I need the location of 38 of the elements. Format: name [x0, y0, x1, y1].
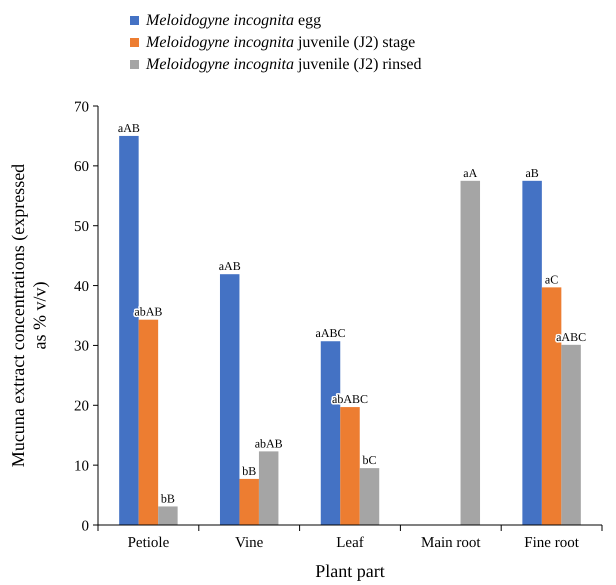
bar	[220, 274, 240, 525]
y-tick-label: 40	[74, 278, 89, 295]
bar	[258, 451, 278, 525]
data-label: aC	[544, 272, 558, 286]
y-tick-label: 10	[74, 458, 89, 474]
bar	[360, 468, 380, 525]
data-label: aA	[463, 166, 478, 180]
x-tick-label: Petiole	[128, 535, 170, 551]
x-tick-label: Leaf	[336, 535, 364, 551]
bar	[522, 180, 542, 525]
data-label: aAB	[118, 120, 140, 135]
bar	[158, 506, 178, 525]
x-tick-label: Fine root	[524, 535, 580, 551]
y-tick-label: 70	[74, 99, 89, 116]
y-axis-title: Mucuna extract concentrations (expressed as % v/v)	[8, 164, 50, 468]
y-tick-label: 30	[74, 338, 89, 355]
bar	[239, 478, 259, 525]
data-label: bC	[362, 453, 376, 468]
x-axis-title: Plant part	[315, 561, 385, 581]
bar	[340, 407, 360, 525]
y-tick-label: 50	[74, 218, 89, 235]
bar	[138, 320, 158, 525]
y-tick-label: 0	[82, 518, 89, 534]
x-tick-label: Main root	[421, 535, 482, 551]
legend-label: Meloidogyne incognita egg	[145, 12, 322, 29]
y-tick-label: 60	[74, 159, 89, 176]
bar	[561, 344, 581, 525]
legend-label: Meloidogyne incognita juvenile (J2) rinsed	[145, 56, 422, 73]
legend-label: Meloidogyne incognita juvenile (J2) stage	[145, 34, 416, 51]
data-label: abAB	[254, 436, 283, 450]
data-label: aB	[525, 166, 539, 180]
data-label: aAB	[218, 259, 241, 274]
x-tick-label: Vine	[235, 535, 264, 551]
data-label: aABC	[316, 326, 346, 340]
data-label: bB	[242, 464, 256, 478]
data-label: bB	[160, 491, 175, 506]
bar	[460, 180, 480, 525]
y-tick-label: 20	[74, 398, 89, 415]
